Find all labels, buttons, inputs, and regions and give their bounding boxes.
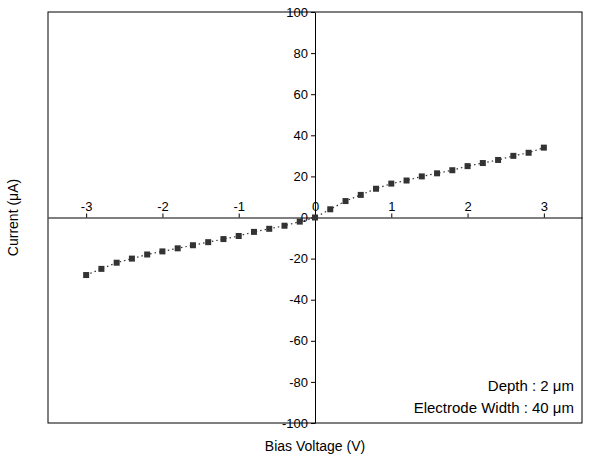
y-tick-mark [311,259,315,260]
data-point [205,239,211,245]
y-tick: -80 [289,375,315,390]
x-tick-mark [86,214,87,218]
data-point [129,256,135,262]
y-tick: 60 [294,87,315,102]
data-layer [83,145,547,278]
y-tick-mark [311,135,315,136]
data-point [419,173,425,179]
data-point [266,226,272,232]
y-tick: -40 [289,292,315,307]
y-tick-label: 60 [294,87,308,102]
x-tick: -3 [81,199,93,218]
data-point [327,206,333,212]
data-point [114,260,120,266]
data-point [541,145,547,151]
x-tick: 1 [388,199,395,218]
y-tick: 80 [294,46,315,61]
y-tick-mark [311,94,315,95]
y-tick-label: -60 [289,333,308,348]
data-point [495,157,501,163]
plot-frame [48,12,582,423]
y-tick-mark [311,176,315,177]
plot: -3-2-10123-100-80-60-40-20020406080100De… [48,5,583,431]
data-point [358,192,364,198]
data-point [404,178,410,184]
data-point [190,242,196,248]
y-tick: -100 [282,416,315,431]
y-tick-mark [311,341,315,342]
data-point [236,233,242,239]
x-tick-label: -2 [157,199,169,214]
x-tick-label: -3 [81,199,93,214]
data-point [220,236,226,242]
x-tick: -1 [233,199,245,218]
data-point [449,167,455,173]
y-tick-mark [311,423,315,424]
data-point [281,223,287,229]
x-tick: 3 [541,199,548,218]
annotation: Electrode Width : 40 μm [414,399,574,416]
data-point [480,160,486,166]
data-point [510,153,516,159]
x-tick-mark [391,214,392,218]
y-tick-label: -80 [289,375,308,390]
data-point [83,272,89,278]
y-tick-label: 100 [286,5,308,20]
data-point [312,215,318,221]
y-tick-mark [311,300,315,301]
x-tick-label: 1 [388,199,395,214]
y-axis-title: Current (μA) [5,179,21,256]
x-tick-label: 3 [541,199,548,214]
data-point [388,181,394,187]
data-point [465,163,471,169]
data-point [175,245,181,251]
x-axis-title: Bias Voltage (V) [265,438,365,454]
y-tick: -60 [289,333,315,348]
x-tick-mark [162,214,163,218]
x-tick-mark [468,214,469,218]
chart-svg: -3-2-10123-100-80-60-40-20020406080100De… [0,0,592,461]
y-axis: -100-80-60-40-20020406080100 [282,5,316,431]
y-tick-label: 40 [294,128,308,143]
y-tick-label: 20 [294,169,308,184]
y-tick-label: -100 [282,416,308,431]
data-point [526,150,532,156]
x-tick: -2 [157,199,169,218]
x-tick-mark [544,214,545,218]
y-tick-mark [311,53,315,54]
y-tick-mark [311,12,315,13]
y-tick: 100 [286,5,315,20]
y-tick-label: 80 [294,46,308,61]
y-tick: -20 [289,251,315,266]
data-line [86,148,544,275]
data-point [251,229,257,235]
y-tick-label: -40 [289,292,308,307]
data-point [434,170,440,176]
x-tick-mark [239,214,240,218]
y-tick-label: -20 [289,251,308,266]
data-point [98,266,104,272]
x-tick: 2 [464,199,471,218]
x-tick-label: -1 [233,199,245,214]
x-tick-label: 2 [464,199,471,214]
data-point [144,251,150,257]
data-point [159,248,165,254]
data-point [297,219,303,225]
data-point [373,186,379,192]
y-tick: 20 [294,169,315,184]
chart-container: -3-2-10123-100-80-60-40-20020406080100De… [0,0,592,461]
annotation: Depth : 2 μm [488,377,574,394]
y-tick: 40 [294,128,315,143]
y-tick-mark [311,382,315,383]
data-point [343,198,349,204]
